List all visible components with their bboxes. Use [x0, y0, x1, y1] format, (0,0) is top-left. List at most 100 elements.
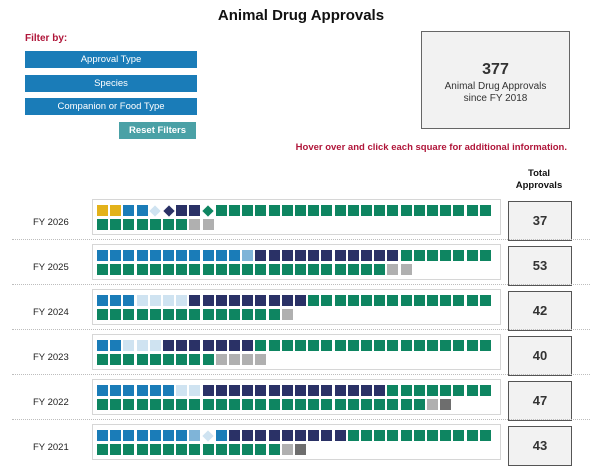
approval-square[interactable]	[110, 295, 122, 306]
approval-square[interactable]	[334, 264, 346, 275]
approval-square[interactable]	[176, 340, 188, 351]
approval-square[interactable]	[334, 430, 346, 441]
approval-square[interactable]	[374, 250, 386, 261]
approval-square[interactable]	[321, 295, 333, 306]
approval-square[interactable]	[387, 295, 399, 306]
approval-square[interactable]	[163, 264, 174, 275]
approval-square[interactable]	[176, 250, 188, 261]
approval-square[interactable]	[440, 250, 452, 261]
approval-square[interactable]	[281, 295, 293, 306]
approval-square[interactable]	[453, 430, 465, 441]
approval-square[interactable]	[202, 385, 214, 396]
approval-square[interactable]	[295, 205, 306, 216]
approval-square[interactable]	[136, 295, 148, 306]
approval-square[interactable]	[374, 295, 386, 306]
approval-square[interactable]	[400, 430, 412, 441]
approval-square[interactable]	[176, 205, 188, 216]
approval-square[interactable]	[176, 295, 188, 306]
approval-square[interactable]	[149, 250, 161, 261]
approval-square[interactable]	[97, 205, 108, 216]
approval-square[interactable]	[361, 264, 372, 275]
approval-square[interactable]	[229, 444, 240, 455]
approval-square[interactable]	[334, 399, 346, 410]
approval-square[interactable]	[110, 354, 122, 365]
approval-square[interactable]	[321, 430, 333, 441]
approval-square[interactable]	[400, 205, 412, 216]
approval-square[interactable]	[268, 250, 280, 261]
approval-square[interactable]	[97, 295, 108, 306]
approval-square[interactable]	[229, 354, 240, 365]
approval-square[interactable]	[149, 430, 161, 441]
approval-square[interactable]	[374, 205, 386, 216]
approval-square[interactable]	[334, 295, 346, 306]
approval-square[interactable]	[427, 205, 438, 216]
approval-square[interactable]	[97, 250, 108, 261]
approval-square[interactable]	[281, 430, 293, 441]
approval-square[interactable]	[281, 444, 293, 455]
approval-square[interactable]	[440, 385, 452, 396]
approval-square[interactable]	[387, 250, 399, 261]
approval-square[interactable]	[281, 399, 293, 410]
approval-square[interactable]	[110, 250, 122, 261]
approval-square[interactable]	[427, 295, 438, 306]
approval-square[interactable]	[163, 399, 174, 410]
approval-square[interactable]	[189, 309, 201, 320]
approval-square[interactable]	[255, 295, 267, 306]
approval-square[interactable]	[123, 444, 135, 455]
approval-square[interactable]	[110, 430, 122, 441]
approval-square[interactable]	[176, 444, 188, 455]
approval-square[interactable]	[440, 399, 452, 410]
approval-square[interactable]	[255, 205, 267, 216]
approval-square[interactable]	[255, 444, 267, 455]
approval-square[interactable]	[413, 250, 425, 261]
approval-square[interactable]	[361, 399, 372, 410]
approval-square[interactable]	[466, 205, 478, 216]
approval-square[interactable]	[189, 354, 201, 365]
approval-square[interactable]	[176, 264, 188, 275]
approval-square[interactable]	[149, 264, 161, 275]
approval-square[interactable]	[413, 430, 425, 441]
approval-square[interactable]	[110, 340, 122, 351]
approval-square[interactable]	[136, 264, 148, 275]
approval-square[interactable]	[413, 399, 425, 410]
approval-square[interactable]	[202, 250, 214, 261]
approval-square[interactable]	[321, 205, 333, 216]
filter-approval-type-button[interactable]: Approval Type	[25, 51, 197, 68]
approval-square[interactable]	[255, 250, 267, 261]
approval-square[interactable]	[242, 430, 254, 441]
approval-square[interactable]	[440, 205, 452, 216]
approval-square[interactable]	[413, 385, 425, 396]
approval-square[interactable]	[110, 264, 122, 275]
approval-square[interactable]	[136, 444, 148, 455]
approval-square[interactable]	[110, 444, 122, 455]
approval-square[interactable]	[110, 205, 122, 216]
approval-square[interactable]	[308, 340, 320, 351]
approval-square[interactable]	[281, 309, 293, 320]
approval-square[interactable]	[97, 264, 108, 275]
approval-square[interactable]	[374, 385, 386, 396]
approval-square[interactable]	[347, 295, 359, 306]
approval-square[interactable]	[308, 264, 320, 275]
approval-square[interactable]	[123, 430, 135, 441]
approval-square[interactable]	[321, 385, 333, 396]
approval-square[interactable]	[295, 399, 306, 410]
approval-square[interactable]	[479, 385, 491, 396]
approval-square[interactable]	[123, 219, 135, 230]
approval-square[interactable]	[295, 250, 306, 261]
approval-square[interactable]	[242, 444, 254, 455]
approval-square[interactable]	[149, 444, 161, 455]
approval-square[interactable]	[110, 219, 122, 230]
approval-square[interactable]	[295, 430, 306, 441]
approval-square[interactable]	[374, 399, 386, 410]
approval-square[interactable]	[334, 340, 346, 351]
approval-square[interactable]	[387, 385, 399, 396]
approval-square[interactable]	[334, 385, 346, 396]
approval-square[interactable]	[295, 444, 306, 455]
approval-square[interactable]	[347, 340, 359, 351]
approval-square[interactable]	[268, 205, 280, 216]
approval-square[interactable]	[215, 250, 227, 261]
approval-square[interactable]	[413, 205, 425, 216]
approval-square[interactable]	[123, 354, 135, 365]
approval-square[interactable]	[202, 429, 214, 442]
approval-square[interactable]	[308, 399, 320, 410]
